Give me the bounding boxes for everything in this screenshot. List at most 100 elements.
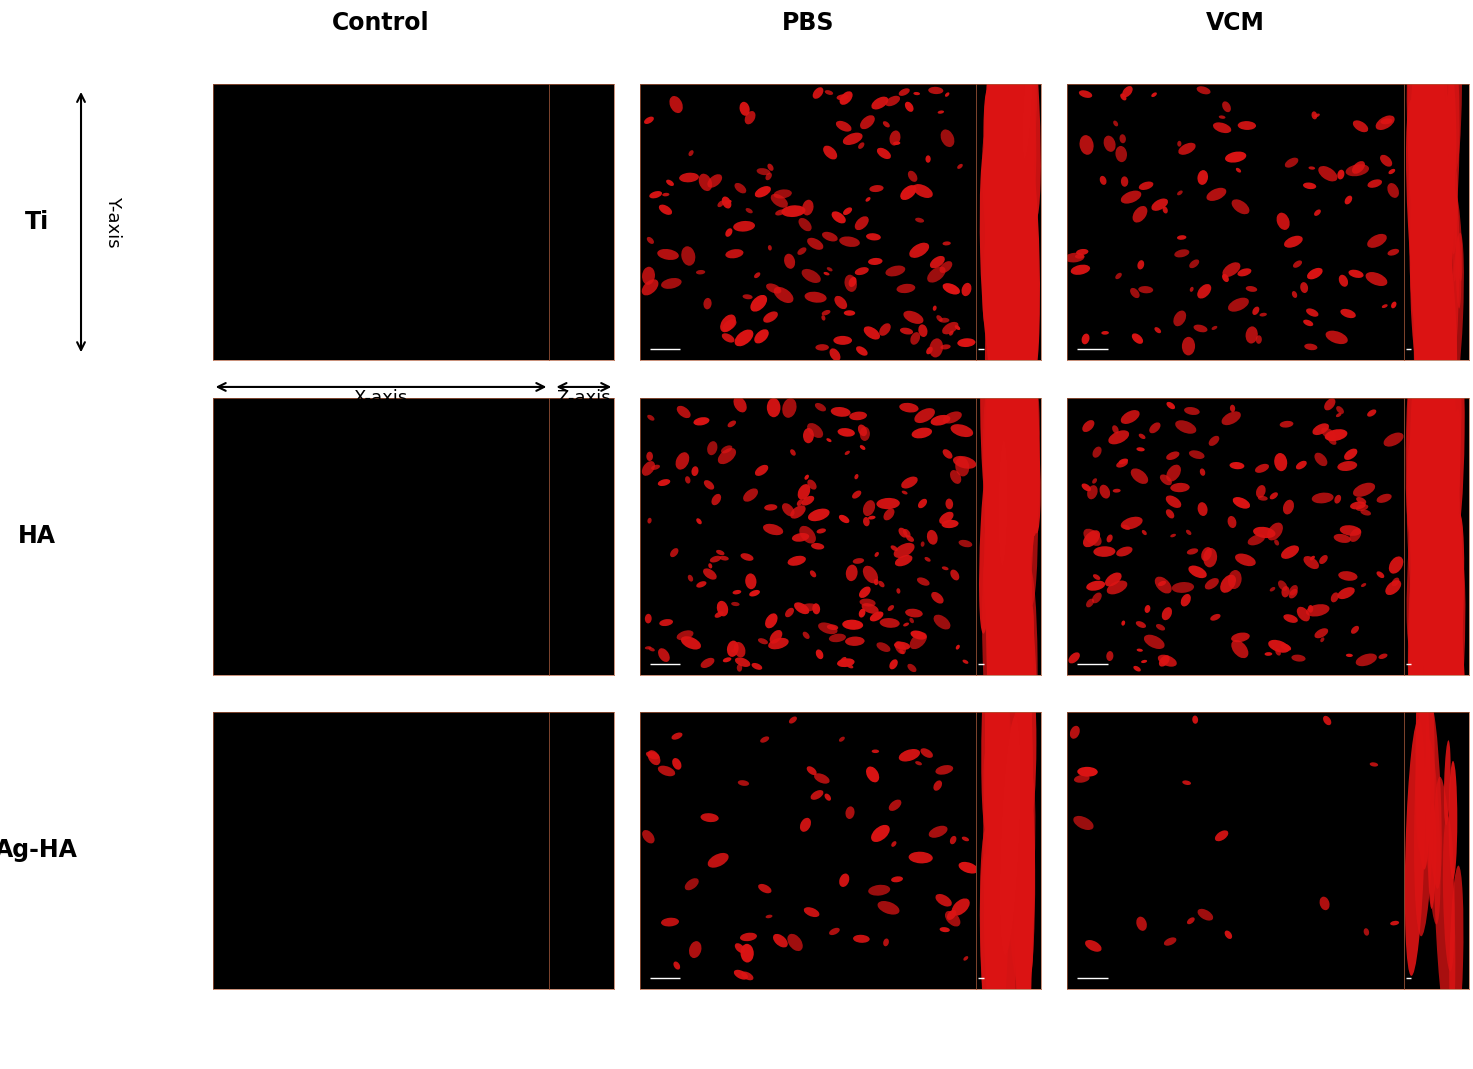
Ellipse shape: [1424, 534, 1438, 677]
Ellipse shape: [1418, 173, 1433, 377]
Ellipse shape: [1320, 897, 1330, 910]
Ellipse shape: [956, 456, 969, 477]
Ellipse shape: [1015, 763, 1030, 954]
Ellipse shape: [1426, 492, 1432, 562]
Ellipse shape: [863, 566, 878, 584]
Ellipse shape: [1117, 460, 1128, 467]
Ellipse shape: [999, 29, 1012, 202]
Ellipse shape: [1274, 540, 1279, 545]
Ellipse shape: [851, 491, 862, 498]
Ellipse shape: [800, 526, 816, 543]
Ellipse shape: [1005, 582, 1015, 711]
Ellipse shape: [1221, 412, 1240, 425]
Ellipse shape: [1277, 213, 1290, 230]
Ellipse shape: [1432, 440, 1446, 609]
Ellipse shape: [717, 601, 728, 617]
Ellipse shape: [947, 910, 956, 920]
Ellipse shape: [1414, 672, 1435, 936]
Ellipse shape: [731, 602, 739, 606]
Ellipse shape: [1086, 580, 1105, 591]
Ellipse shape: [1364, 928, 1368, 935]
Ellipse shape: [837, 94, 848, 100]
Ellipse shape: [1424, 245, 1438, 416]
Ellipse shape: [1414, 133, 1421, 224]
Ellipse shape: [1086, 940, 1102, 951]
Ellipse shape: [1117, 546, 1133, 557]
Text: Z-axis: Z-axis: [557, 389, 611, 407]
Ellipse shape: [871, 825, 890, 842]
Ellipse shape: [717, 201, 725, 207]
Ellipse shape: [1158, 654, 1177, 667]
Ellipse shape: [884, 939, 888, 946]
Ellipse shape: [1022, 167, 1038, 359]
Ellipse shape: [1237, 121, 1256, 130]
Ellipse shape: [1145, 635, 1165, 649]
Ellipse shape: [1379, 653, 1388, 659]
Ellipse shape: [956, 645, 960, 650]
Ellipse shape: [1421, 219, 1429, 297]
Ellipse shape: [1417, 300, 1424, 392]
Ellipse shape: [997, 681, 1013, 859]
Ellipse shape: [1337, 170, 1345, 180]
Ellipse shape: [1445, 47, 1457, 180]
Ellipse shape: [999, 691, 1006, 788]
Ellipse shape: [711, 494, 722, 506]
Ellipse shape: [1435, 270, 1444, 379]
Ellipse shape: [815, 773, 829, 784]
Ellipse shape: [1351, 501, 1365, 510]
Ellipse shape: [999, 726, 1008, 839]
Ellipse shape: [900, 650, 904, 654]
Ellipse shape: [985, 211, 993, 282]
Ellipse shape: [1121, 93, 1127, 100]
Ellipse shape: [766, 283, 781, 294]
Ellipse shape: [1308, 605, 1314, 613]
Ellipse shape: [918, 324, 928, 337]
Ellipse shape: [1314, 113, 1320, 118]
Ellipse shape: [1436, 265, 1449, 432]
Ellipse shape: [1106, 651, 1114, 661]
Ellipse shape: [1012, 392, 1021, 485]
Ellipse shape: [766, 915, 772, 918]
Ellipse shape: [890, 660, 897, 669]
Ellipse shape: [1108, 431, 1130, 445]
Ellipse shape: [739, 932, 757, 941]
Ellipse shape: [1226, 152, 1246, 162]
Ellipse shape: [1439, 577, 1451, 727]
Ellipse shape: [1183, 780, 1192, 785]
Ellipse shape: [1414, 112, 1429, 317]
Ellipse shape: [797, 499, 803, 506]
Ellipse shape: [1427, 486, 1449, 728]
Ellipse shape: [840, 873, 850, 887]
Ellipse shape: [862, 603, 879, 614]
Ellipse shape: [1283, 499, 1293, 514]
Ellipse shape: [943, 449, 953, 459]
Ellipse shape: [1421, 325, 1438, 522]
Ellipse shape: [1000, 716, 1021, 956]
Ellipse shape: [1152, 92, 1156, 97]
Ellipse shape: [913, 92, 921, 95]
Ellipse shape: [728, 640, 738, 656]
Ellipse shape: [1025, 428, 1038, 606]
Ellipse shape: [647, 237, 654, 244]
Ellipse shape: [1267, 523, 1283, 541]
Ellipse shape: [1426, 700, 1442, 888]
Ellipse shape: [1224, 930, 1231, 939]
Ellipse shape: [1115, 273, 1122, 279]
Ellipse shape: [1019, 177, 1031, 342]
Ellipse shape: [1361, 583, 1367, 587]
Ellipse shape: [950, 470, 962, 484]
Ellipse shape: [1318, 166, 1337, 182]
Ellipse shape: [962, 283, 972, 296]
Ellipse shape: [941, 520, 959, 528]
Ellipse shape: [1009, 260, 1022, 423]
Text: VCM: VCM: [1206, 12, 1265, 35]
Ellipse shape: [648, 647, 655, 651]
Ellipse shape: [988, 195, 1006, 446]
Ellipse shape: [1442, 235, 1452, 367]
Text: Ti: Ti: [25, 211, 49, 234]
Ellipse shape: [1192, 715, 1198, 724]
Ellipse shape: [1432, 409, 1445, 603]
Ellipse shape: [856, 346, 868, 356]
Ellipse shape: [647, 415, 654, 421]
Ellipse shape: [1081, 334, 1090, 344]
